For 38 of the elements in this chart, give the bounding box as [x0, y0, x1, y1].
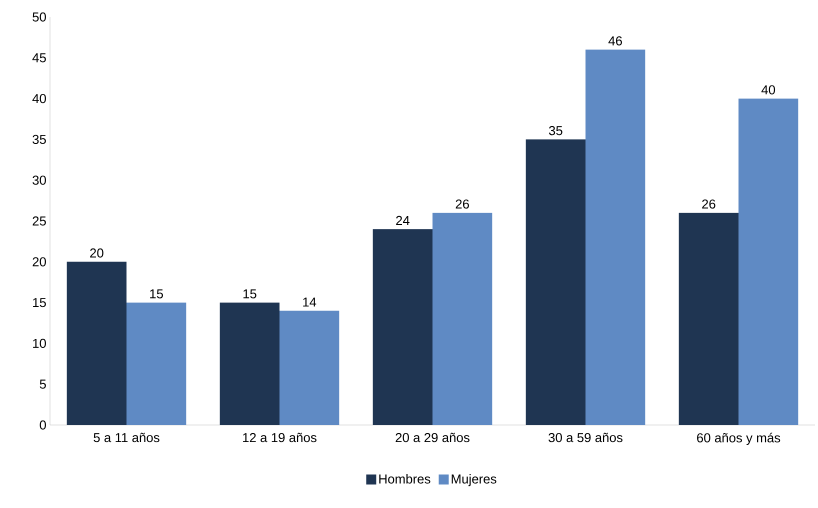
- y-tick-label: 25: [32, 216, 46, 226]
- data-label: 15: [243, 289, 256, 298]
- bar: [738, 98, 798, 425]
- legend-label: Mujeres: [452, 474, 496, 486]
- y-tick-label: 35: [32, 134, 46, 144]
- y-tick-label: 5: [40, 380, 46, 389]
- x-tick-label: 30 a 59 años: [548, 432, 622, 442]
- bar: [678, 212, 739, 425]
- data-label: 46: [608, 36, 622, 46]
- bar: [220, 302, 280, 425]
- x-tick-label: 12 a 19 años: [243, 432, 316, 442]
- data-label: 14: [303, 298, 316, 307]
- y-tick-label: 45: [32, 53, 46, 62]
- y-tick-label: 50: [32, 12, 46, 22]
- y-tick-label: 40: [32, 94, 46, 104]
- bar: [526, 139, 586, 425]
- data-label: 40: [761, 85, 776, 94]
- data-label: 15: [150, 289, 163, 298]
- bar: [432, 212, 492, 425]
- x-tick-label: 5 a 11 años: [94, 432, 160, 442]
- y-tick-label: 30: [32, 176, 46, 185]
- y-tick-label: 10: [33, 338, 46, 348]
- y-tick-label: 15: [33, 298, 46, 308]
- y-tick-label: 0: [40, 420, 46, 430]
- x-tick-label: 60 años y más: [697, 432, 780, 445]
- bar: [280, 310, 340, 425]
- bar: [126, 302, 186, 425]
- x-tick-label: 20 a 29 años: [396, 432, 470, 442]
- bar: [372, 229, 433, 425]
- legend-label: Hombres: [379, 474, 430, 484]
- data-label: 35: [548, 126, 562, 136]
- data-label: 20: [90, 248, 104, 258]
- y-tick-label: 20: [32, 257, 46, 266]
- bar: [586, 50, 646, 425]
- bar: [66, 262, 126, 425]
- data-label: 26: [456, 199, 469, 209]
- data-label: 24: [396, 216, 410, 225]
- data-label: 26: [702, 199, 716, 209]
